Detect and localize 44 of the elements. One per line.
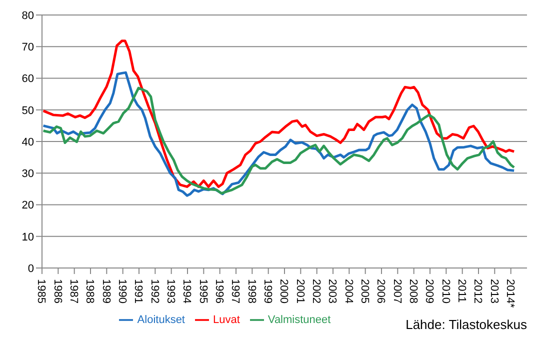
- x-tick-label: 2000: [278, 279, 290, 304]
- x-tick-label: 1997: [229, 279, 242, 304]
- y-tick-label: 0: [28, 262, 34, 275]
- legend-label: Valmistuneet: [268, 314, 331, 326]
- x-tick-label: 1992: [148, 279, 160, 304]
- x-tick-label: 1989: [100, 279, 112, 304]
- x-tick-label: 1994: [180, 279, 193, 304]
- x-tick-label: 2007: [390, 279, 403, 304]
- y-tick-label: 30: [22, 168, 34, 180]
- y-tick-label: 10: [22, 231, 34, 244]
- x-tick-label: 1985: [35, 279, 48, 304]
- line-series: [42, 40, 516, 188]
- x-tick-label: 2002: [310, 279, 322, 304]
- y-tick-label: 70: [22, 42, 34, 54]
- x-tick-label: 1986: [51, 279, 64, 304]
- legend-label: Luvat: [213, 314, 240, 326]
- text: Lähde: Tilastokeskus: [406, 317, 527, 332]
- x-tick-label: 1988: [84, 279, 96, 304]
- y-tick-label: 60: [22, 73, 34, 86]
- x-tick-label: 2005: [358, 279, 370, 304]
- y-tick-label: 50: [22, 104, 34, 117]
- x-tick-label: 1991: [132, 279, 144, 304]
- x-tick-label: 1998: [245, 279, 258, 304]
- x-tick-label: 1999: [261, 279, 274, 304]
- x-tick-label: 2009: [423, 279, 436, 304]
- y-tick-label: 40: [22, 136, 34, 148]
- x-tick-label: 2010: [439, 279, 452, 304]
- x-tick-label: 2012: [472, 279, 484, 304]
- x-tick-label: 2014*: [504, 279, 516, 308]
- x-tick-label: 1993: [164, 279, 176, 304]
- x-tick-label: 2006: [374, 279, 387, 304]
- legend-label: Aloitukset: [137, 314, 185, 326]
- y-tick-label: 20: [22, 200, 34, 212]
- x-tick-label: 2011: [455, 279, 468, 303]
- x-tick-label: 2013: [488, 279, 500, 304]
- x-tick-label: 1995: [196, 279, 209, 304]
- x-tick-label: 2004: [342, 279, 354, 304]
- x-tick-label: 1996: [212, 279, 225, 304]
- y-tick-label: 80: [22, 10, 34, 22]
- x-tick-label: 2008: [406, 279, 419, 304]
- x-tick-label: 2001: [294, 279, 306, 304]
- x-tick-label: 2003: [326, 279, 338, 304]
- x-tick-label: 1990: [116, 279, 128, 304]
- x-tick-label: 1987: [67, 279, 80, 304]
